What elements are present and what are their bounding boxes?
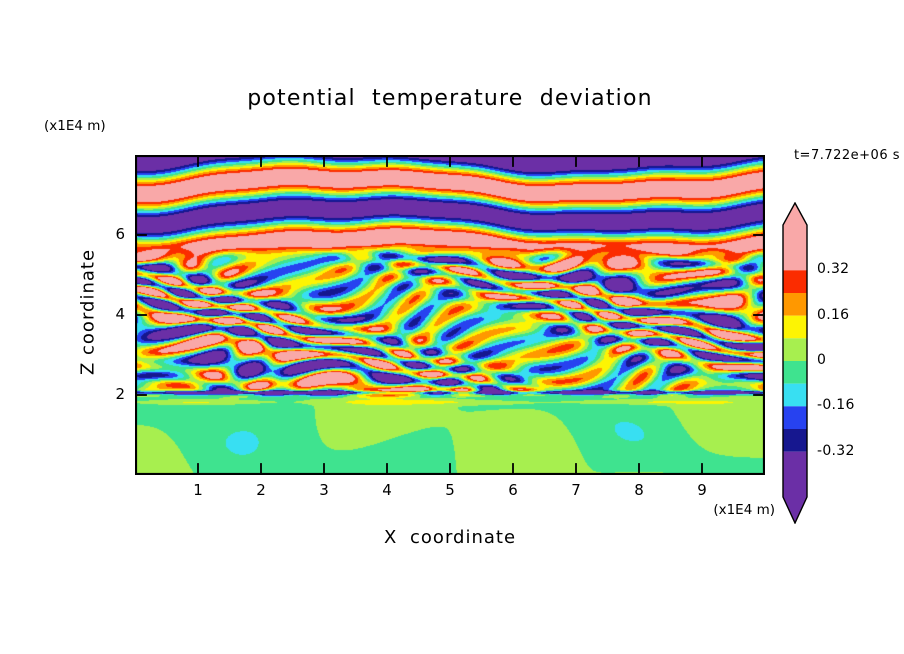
colorbar xyxy=(782,202,808,524)
colorbar-label: 0.32 xyxy=(817,261,850,278)
x-tick-label: 5 xyxy=(445,481,455,499)
z-tick-label: 6 xyxy=(115,225,125,243)
colorbar-label: 0.16 xyxy=(817,306,850,323)
x-axis-label: X coordinate xyxy=(383,527,517,548)
z-axis-unit-label: (x1E4 m) xyxy=(44,118,106,134)
z-tick-label: 2 xyxy=(115,385,125,403)
plot-area xyxy=(135,155,765,475)
x-tick-label: 3 xyxy=(319,481,329,499)
x-tick-label: 4 xyxy=(382,481,392,499)
x-tick-label: 1 xyxy=(193,481,203,499)
chart-title: potential temperature deviation xyxy=(247,86,653,111)
colorbar-label: 0 xyxy=(817,352,827,368)
x-axis-unit-label: (x1E4 m) xyxy=(713,502,775,518)
x-tick-label: 8 xyxy=(634,481,644,499)
colorbar-label: -0.32 xyxy=(817,442,855,459)
x-tick-label: 2 xyxy=(256,481,266,499)
colorbar-label: -0.16 xyxy=(817,397,855,414)
x-tick-label: 6 xyxy=(508,481,518,499)
timestamp-label: t=7.722e+06 s xyxy=(793,148,900,163)
z-tick-label: 4 xyxy=(115,305,125,323)
heatmap-canvas xyxy=(135,155,765,475)
x-tick-label: 9 xyxy=(697,481,707,499)
x-tick-label: 7 xyxy=(571,481,581,499)
